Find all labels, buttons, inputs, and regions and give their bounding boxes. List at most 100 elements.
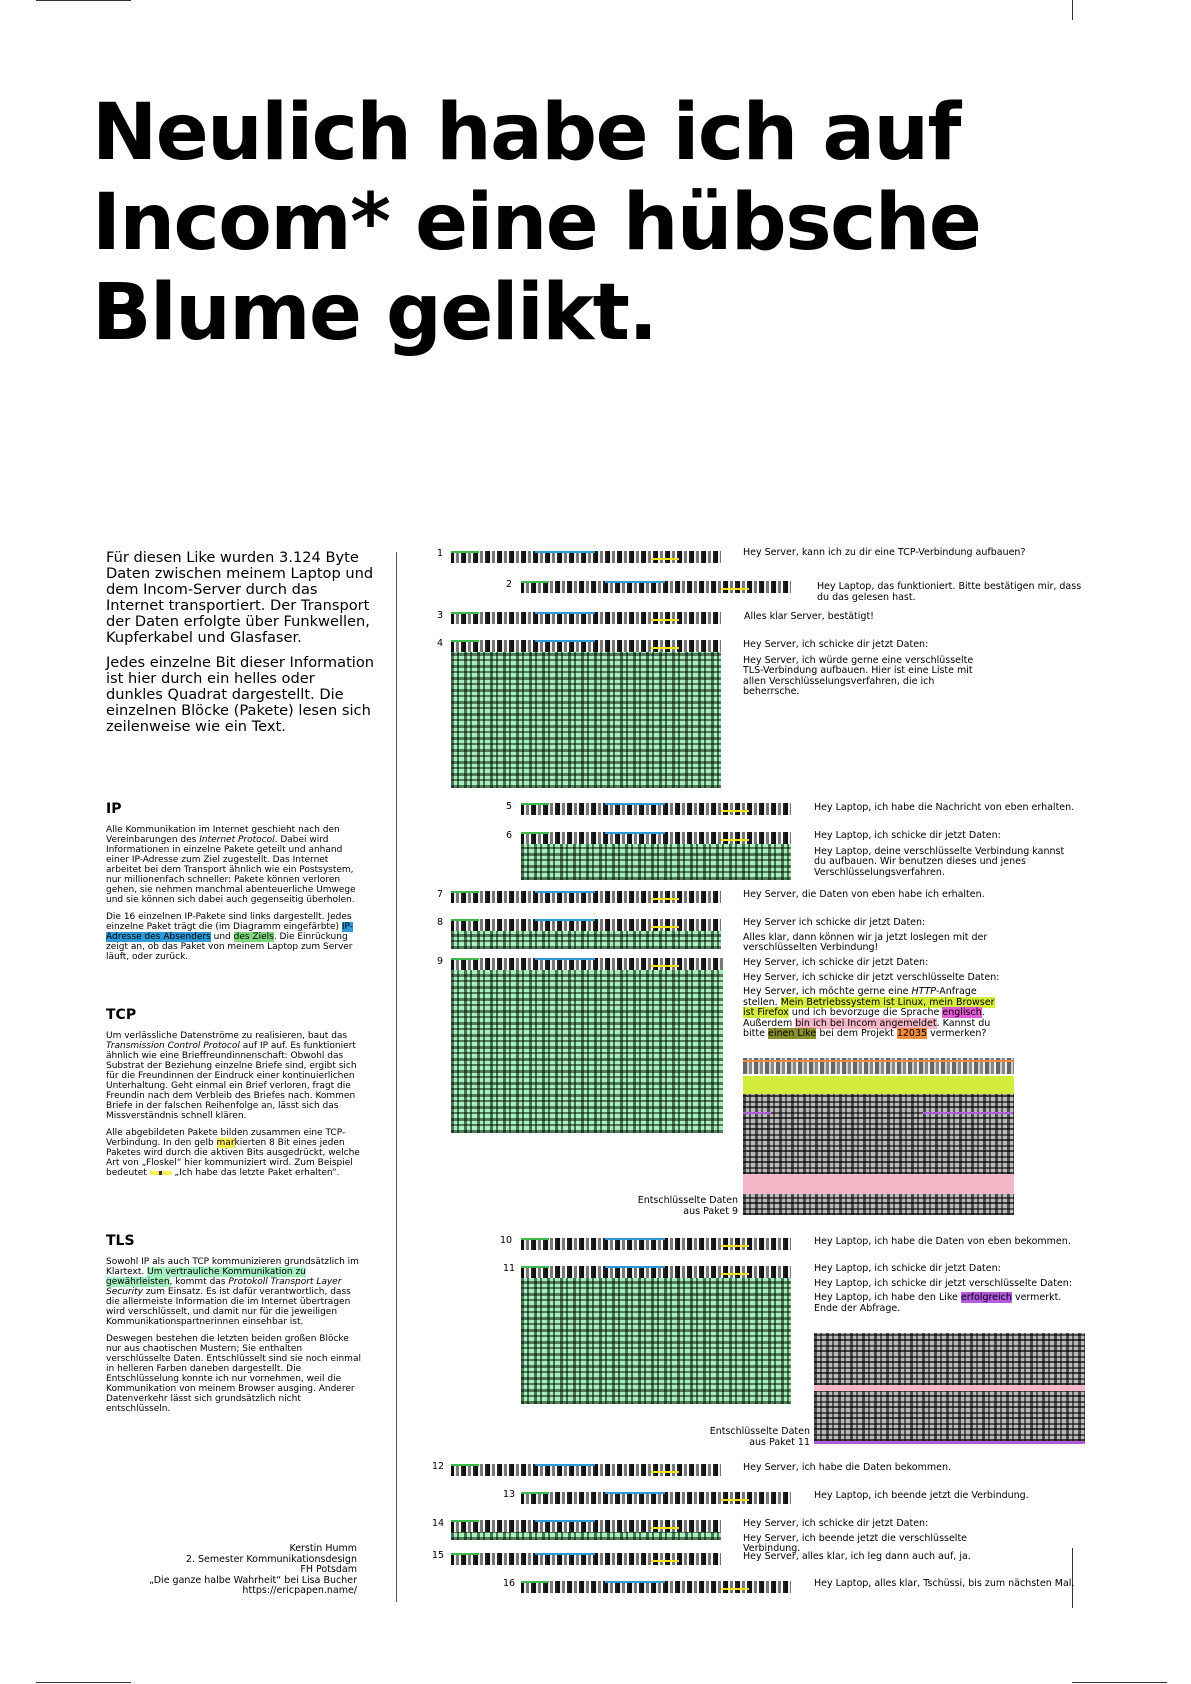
section-paragraph: Alle abgebildeten Pakete bilden zusammen… xyxy=(106,1128,361,1178)
decrypted-band-login xyxy=(743,1174,1014,1194)
text-run: und ich bevorzuge die Sprache xyxy=(788,1007,943,1018)
packet-number: 15 xyxy=(432,1550,445,1561)
packet-header xyxy=(521,1266,791,1278)
text-run: Sowohl IP als auch TCP kommunizieren gru… xyxy=(106,1257,359,1277)
packet-payload xyxy=(451,1532,721,1540)
packet-message: Hey Laptop, alles klar, Tschüssi, bis zu… xyxy=(814,1578,1084,1590)
packet-block xyxy=(451,612,721,626)
text-run: bei dem Projekt xyxy=(816,1028,897,1039)
packet-number: 14 xyxy=(432,1518,445,1529)
decrypted-block-9 xyxy=(743,1058,1014,1215)
packet-block xyxy=(521,581,791,597)
target-ip-stripe xyxy=(451,958,479,960)
text-run: Hey Laptop, ich habe den Like xyxy=(814,1292,961,1303)
packet-header xyxy=(521,581,791,593)
decrypted-band-success xyxy=(814,1441,1085,1444)
tcp-flag-stripe xyxy=(721,839,749,841)
text-run: Die 16 einzelnen IP-Pakete sind links da… xyxy=(106,912,352,932)
packet-header xyxy=(451,1464,721,1476)
tcp-flag-stripe xyxy=(721,810,749,812)
section-heading: TCP xyxy=(106,1007,137,1023)
message-line: Hey Server, ich schicke dir jetzt versch… xyxy=(743,971,1000,983)
message-line: Hey Server, ich schicke dir jetzt Daten: xyxy=(743,957,929,968)
decrypted-caption: Entschlüsselte Daten aus Paket 9 xyxy=(637,1195,738,1217)
text-run: zum Einsatz. Es ist dafür verantwortlich… xyxy=(106,1287,351,1327)
source-ip-stripe xyxy=(535,958,595,960)
target-ip-stripe xyxy=(521,581,549,583)
source-ip-stripe xyxy=(535,1520,595,1522)
tcp-flag-stripe xyxy=(721,1245,749,1247)
source-ip-stripe xyxy=(535,891,595,893)
source-ip-stripe xyxy=(605,803,665,805)
source-ip-stripe xyxy=(535,919,595,921)
section-heading: IP xyxy=(106,801,122,817)
packet-number: 6 xyxy=(506,830,513,841)
target-ip-stripe xyxy=(521,803,549,805)
section-heading: TLS xyxy=(106,1233,135,1249)
source-ip-stripe xyxy=(605,1266,665,1268)
packet-header xyxy=(451,1553,721,1565)
packet-message: Alles klar Server, bestätigt! xyxy=(744,611,1014,623)
crop-mark xyxy=(1072,1682,1167,1683)
text-emphasis: Transmission Control Protocol xyxy=(106,1041,240,1051)
target-ip-stripe xyxy=(451,891,479,893)
packet-block xyxy=(521,1492,791,1506)
packet-payload xyxy=(451,970,723,1133)
packet-payload xyxy=(451,931,721,949)
target-ip-stripe xyxy=(451,1520,479,1522)
target-ip-stripe xyxy=(451,1464,479,1466)
section-paragraph: Alle Kommunikation im Internet geschieht… xyxy=(106,825,361,905)
section-ip: IP Alle Kommunikation im Internet geschi… xyxy=(106,801,361,969)
http-response-text: Hey Laptop, ich habe den Like erfolgreic… xyxy=(814,1292,1069,1314)
packet-message: Hey Server, ich habe die Daten bekommen. xyxy=(743,1462,1013,1474)
packet-block-encrypted xyxy=(451,919,721,949)
message-line: Alles klar, dann können wir ja jetzt los… xyxy=(743,931,988,953)
text-emphasis: HTTP xyxy=(911,986,936,997)
source-ip-stripe xyxy=(605,1492,665,1494)
tcp-flag-stripe xyxy=(651,647,679,649)
packet-block xyxy=(521,1581,791,1595)
crop-mark xyxy=(36,0,131,1)
text-run: -Anfrage stellen. xyxy=(743,986,977,1008)
decrypted-noise xyxy=(814,1333,1085,1385)
crop-mark xyxy=(36,1682,131,1683)
course-info: 2. Semester Kommunikationsdesign xyxy=(185,1553,357,1565)
packet-number: 11 xyxy=(503,1263,516,1274)
page-title: Neulich habe ich auf Incom* eine hübsche… xyxy=(92,88,982,358)
highlight-like: einen Like xyxy=(767,1028,817,1039)
tcp-flag-stripe xyxy=(651,965,679,967)
packet-message: Hey Laptop, ich schicke dir jetzt Daten:… xyxy=(814,1263,1084,1314)
packet-number: 12 xyxy=(432,1461,445,1472)
packet-number: 2 xyxy=(506,579,513,590)
packet-block-encrypted xyxy=(451,640,721,788)
website-url: https://ericpapen.name/ xyxy=(242,1585,357,1596)
packet-block xyxy=(451,1553,721,1567)
packet-block xyxy=(521,803,791,817)
source-ip-stripe xyxy=(605,832,665,834)
intro-text: Für diesen Like wurden 3.124 Byte Daten … xyxy=(106,550,376,744)
crop-mark xyxy=(1072,0,1073,20)
text-run: und xyxy=(210,932,234,942)
decrypted-band-os xyxy=(743,1076,1014,1094)
decrypted-caption: Entschlüsselte Daten aus Paket 11 xyxy=(709,1426,810,1448)
packet-message: Hey Laptop, ich habe die Daten von eben … xyxy=(814,1236,1084,1248)
source-ip-stripe xyxy=(605,1238,665,1240)
packet-number: 8 xyxy=(437,917,444,928)
source-ip-stripe xyxy=(535,551,595,553)
intro-paragraph: Für diesen Like wurden 3.124 Byte Daten … xyxy=(106,549,374,646)
message-line: Hey Server ich schicke dir jetzt Daten: xyxy=(743,917,926,928)
packet-block-encrypted xyxy=(521,832,791,880)
crop-mark xyxy=(1072,1548,1073,1608)
packet-header xyxy=(521,803,791,815)
text-run: Alle abgebildeten Pakete bilden zusammen… xyxy=(106,1128,346,1148)
packet-number: 5 xyxy=(506,801,513,812)
packet-header xyxy=(521,832,791,844)
source-ip-stripe xyxy=(535,1464,595,1466)
packet-number: 1 xyxy=(437,548,444,559)
message-line: Hey Server, ich beende jetzt die verschl… xyxy=(743,1532,968,1554)
text-run: kierten 8 Bit eines jeden Paketes wird d… xyxy=(106,1138,360,1178)
packet-message: Hey Server, die Daten von eben habe ich … xyxy=(743,889,1013,901)
section-paragraph: Die 16 einzelnen IP-Pakete sind links da… xyxy=(106,912,361,962)
tcp-flag-stripe xyxy=(721,588,749,590)
message-line: Alles klar Server, bestätigt! xyxy=(744,611,874,622)
